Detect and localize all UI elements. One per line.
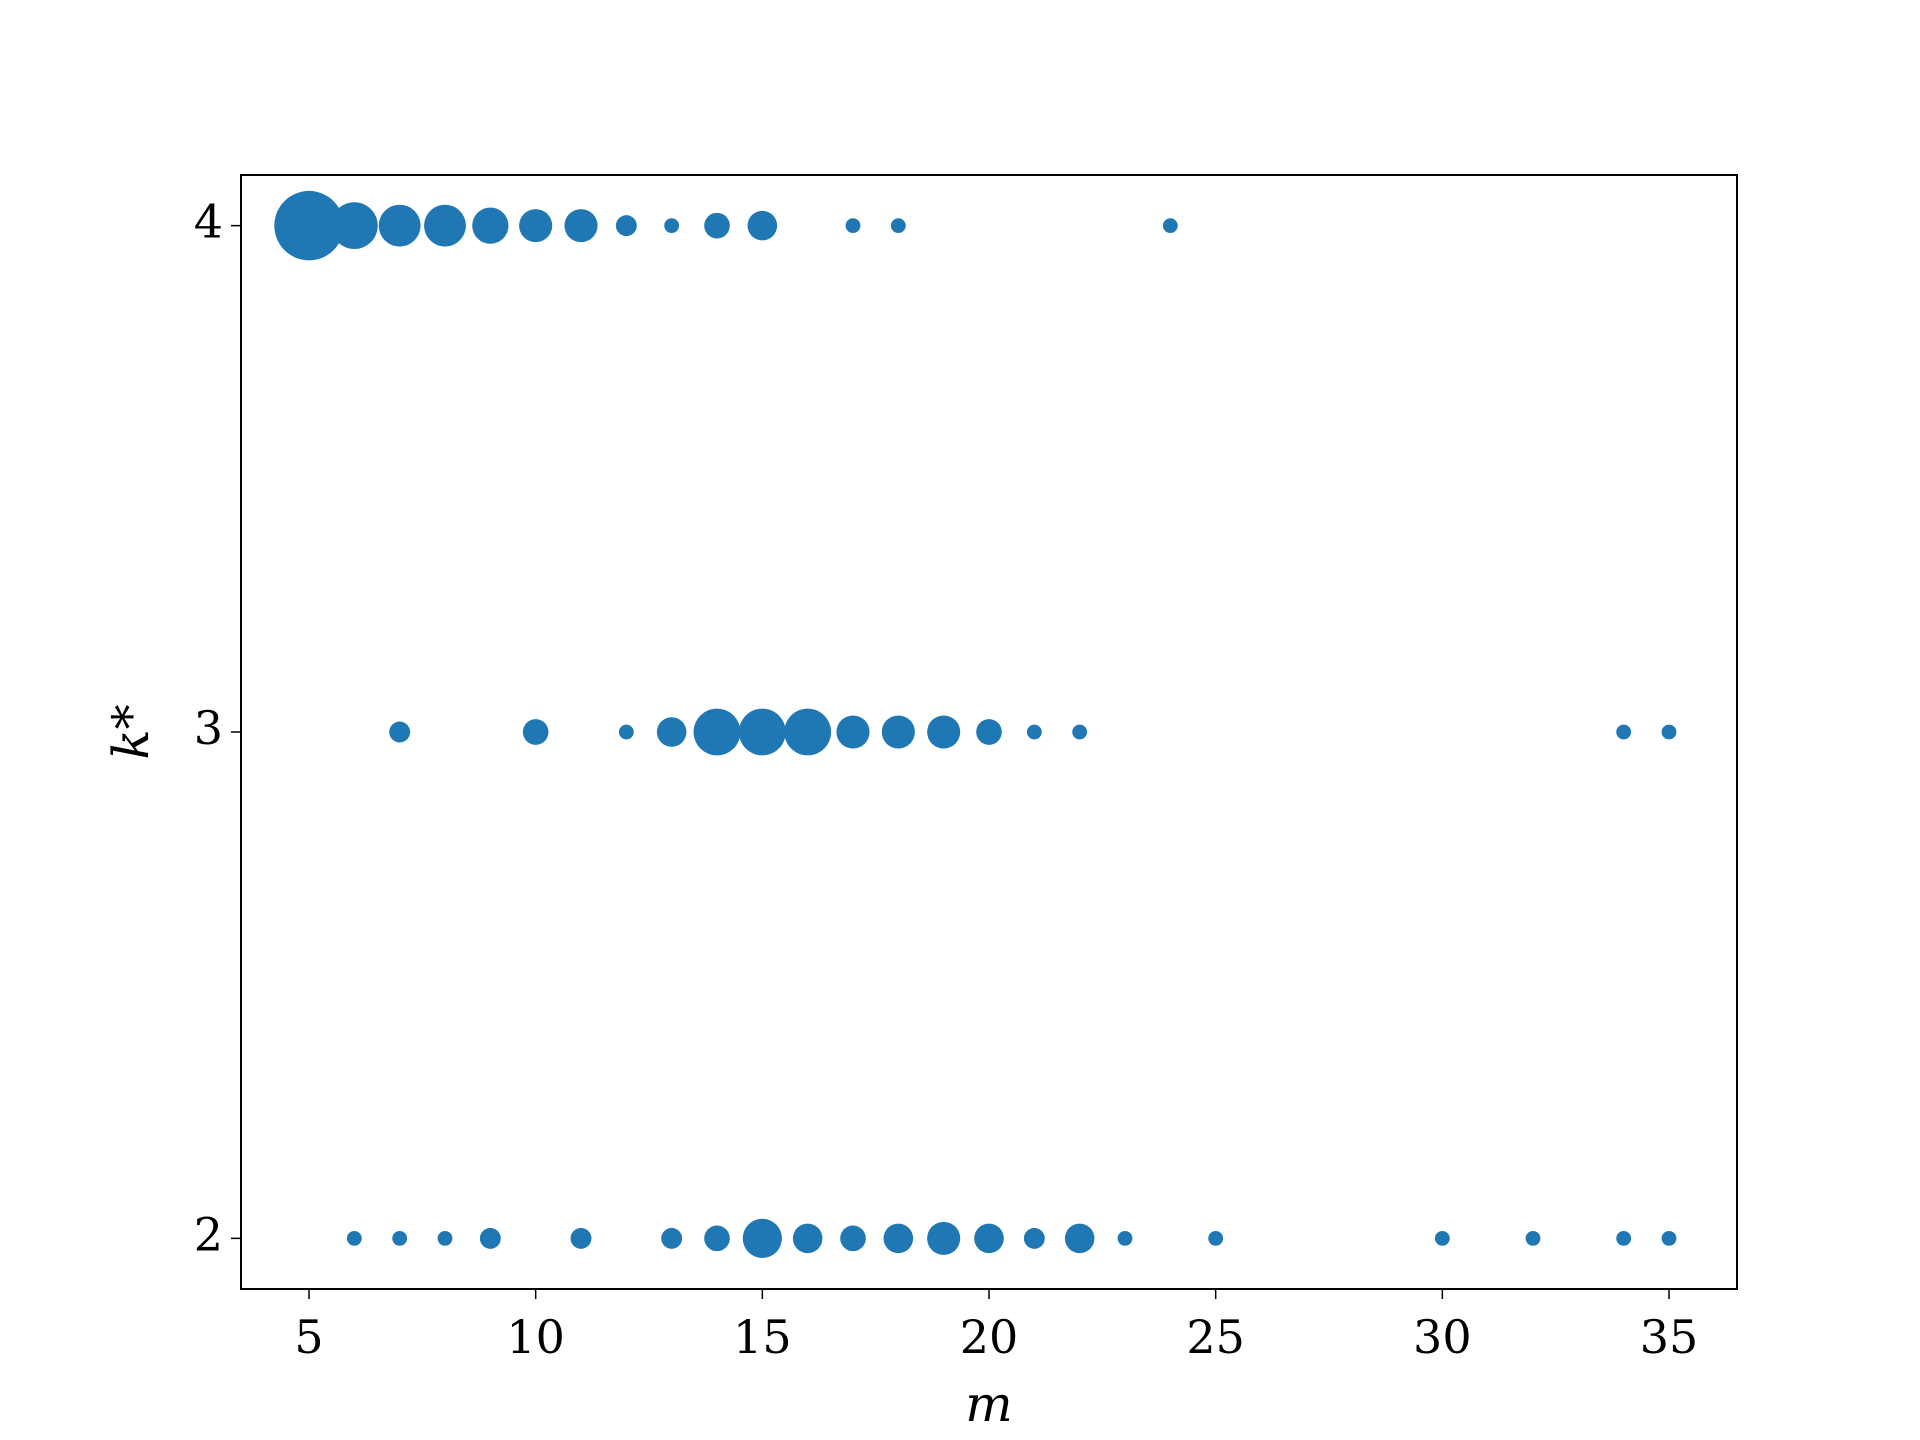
- bubble: [522, 719, 549, 745]
- bubble: [1616, 1230, 1632, 1246]
- bubble: [1616, 724, 1632, 740]
- bubble: [1072, 724, 1088, 740]
- bubble: [1661, 724, 1677, 740]
- bubble: [519, 209, 553, 243]
- bubble: [664, 218, 680, 234]
- bubble: [479, 1227, 501, 1249]
- bubble: [570, 1227, 592, 1249]
- bubble: [1162, 218, 1178, 234]
- x-tick-label: 35: [1640, 1310, 1699, 1364]
- bubble: [564, 209, 598, 243]
- x-tick-label: 30: [1413, 1310, 1472, 1364]
- bubble: [792, 1223, 823, 1254]
- bubble: [392, 1230, 408, 1246]
- bubble: [845, 218, 861, 234]
- bubble: [974, 1223, 1004, 1254]
- bubble: [976, 719, 1002, 745]
- bubble: [927, 715, 961, 749]
- bubble: [389, 721, 411, 743]
- y-tick-label: 3: [194, 701, 223, 755]
- bubble: [840, 1225, 866, 1252]
- bubble: [1064, 1223, 1095, 1254]
- bubble: [346, 1230, 362, 1246]
- bubble: [890, 218, 906, 234]
- x-tick-label: 20: [960, 1310, 1019, 1364]
- x-tick-label: 25: [1186, 1310, 1245, 1364]
- bubble: [1026, 724, 1042, 740]
- bubble: [693, 708, 741, 756]
- bubble: [742, 1218, 782, 1258]
- bubble: [437, 1230, 453, 1246]
- bubble: [615, 215, 637, 237]
- bubble: [738, 708, 786, 756]
- bubble: [927, 1221, 961, 1255]
- y-axis-label: k*: [102, 704, 160, 759]
- bubble: [1661, 1230, 1677, 1246]
- bubble: [1023, 1227, 1045, 1249]
- bubble: [618, 724, 634, 740]
- bubble: [274, 190, 344, 261]
- bubble: [883, 1223, 914, 1254]
- bubble: [1434, 1230, 1450, 1246]
- bubble: [1117, 1230, 1133, 1246]
- bubble: [330, 202, 378, 250]
- plot-frame: [240, 174, 1738, 1290]
- bubble: [656, 717, 687, 747]
- bubble: [424, 204, 466, 247]
- bubble: [836, 715, 870, 749]
- bubble: [472, 207, 509, 244]
- bubble: [378, 204, 421, 247]
- bubble: [747, 210, 778, 241]
- y-tick-label: 4: [194, 195, 223, 249]
- bubble: [881, 715, 915, 749]
- bubble: [704, 1225, 730, 1252]
- bubble: [1525, 1230, 1541, 1246]
- bubble: [1208, 1230, 1224, 1246]
- bubble: [704, 212, 730, 239]
- x-axis-label: m: [965, 1375, 1012, 1433]
- y-tick-label: 2: [194, 1207, 223, 1261]
- bubble: [661, 1227, 683, 1249]
- bubble: [784, 708, 832, 756]
- x-tick-label: 10: [506, 1310, 565, 1364]
- x-tick-label: 15: [733, 1310, 792, 1364]
- x-tick-label: 5: [294, 1310, 323, 1364]
